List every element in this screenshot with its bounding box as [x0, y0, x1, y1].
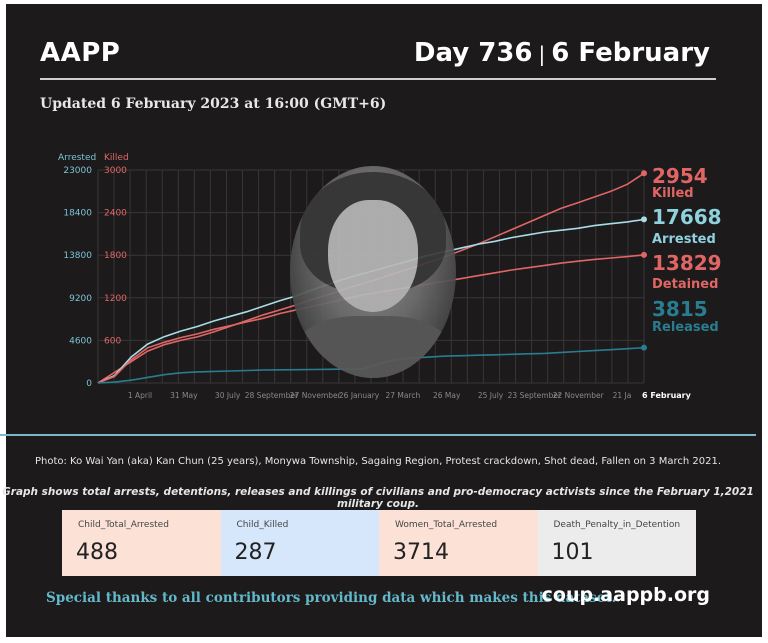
- stat-label: Women_Total_Arrested: [395, 520, 498, 530]
- stat-label: Death_Penalty_in_Detention: [553, 520, 681, 530]
- series-end-label: Released: [652, 320, 719, 335]
- x-tick-label: 28 September: [245, 391, 299, 400]
- left-axis-tick-label: 0: [86, 379, 92, 389]
- thanks-note: Special thanks to all contributors provi…: [46, 590, 617, 606]
- brand-title: AAPP: [40, 38, 121, 68]
- x-tick-label: 26 January: [339, 391, 380, 400]
- left-axis-tick-label: 9200: [69, 294, 92, 304]
- right-axis-tick-label: 1200: [104, 294, 127, 304]
- stat-card-women-arrested: Women_Total_Arrested 3714: [379, 510, 538, 576]
- stat-label: Child_Killed: [236, 520, 289, 530]
- series-endpoint-detained: [641, 251, 647, 258]
- series-end-value: 17668: [652, 205, 722, 229]
- left-axis-label: Arrested: [58, 153, 96, 163]
- x-tick-label: 23 September: [508, 391, 562, 400]
- series-end-label: Detained: [652, 277, 718, 292]
- stat-value: 101: [551, 540, 594, 565]
- graph-note: Graph shows total arrests, detentions, r…: [2, 486, 754, 510]
- date-label: 6 February: [551, 38, 710, 68]
- stat-label: Child_Total_Arrested: [78, 520, 169, 530]
- left-axis-tick-label: 13800: [63, 251, 92, 261]
- memorial-photo: [290, 166, 456, 378]
- left-axis-tick-label: 23000: [63, 166, 92, 176]
- series-endpoint-arrested: [641, 216, 647, 223]
- x-tick-label: 1 April: [128, 391, 152, 400]
- stat-value: 3714: [393, 540, 449, 565]
- section-divider: [0, 434, 756, 436]
- updated-timestamp: Updated 6 February 2023 at 16:00 (GMT+6): [40, 96, 387, 112]
- day-date-heading: Day 736 | 6 February: [414, 38, 710, 68]
- left-axis-tick-label: 4600: [69, 336, 92, 346]
- series-end-label: Killed: [652, 186, 694, 201]
- stat-card-child-arrested: Child_Total_Arrested 488: [62, 510, 221, 576]
- header-rule: [40, 78, 716, 80]
- right-axis-tick-label: 600: [104, 336, 121, 346]
- stat-card-death-penalty: Death_Penalty_in_Detention 101: [537, 510, 696, 576]
- x-tick-label: 21 Ja: [613, 391, 632, 400]
- series-end-value: 2954: [652, 164, 708, 188]
- stat-value: 488: [76, 540, 118, 565]
- x-tick-label: 26 May: [433, 391, 461, 400]
- separator: |: [538, 42, 546, 66]
- x-tick-label: 25 July: [478, 391, 504, 400]
- photo-caption: Photo: Ko Wai Yan (aka) Kan Chun (25 yea…: [34, 456, 722, 467]
- series-endpoint-killed: [641, 170, 647, 177]
- day-counter: Day 736: [413, 38, 533, 68]
- right-axis-tick-label: 2400: [104, 209, 127, 219]
- series-end-label: Arrested: [652, 232, 716, 247]
- x-tick-label: 27 November: [290, 391, 342, 400]
- right-axis-label: Killed: [104, 153, 129, 163]
- x-tick-label: 27 March: [386, 391, 421, 400]
- photo-face: [328, 200, 418, 312]
- right-axis-tick-label: 3000: [104, 166, 127, 176]
- stat-card-child-killed: Child_Killed 287: [220, 510, 379, 576]
- x-tick-label: 31 May: [170, 391, 198, 400]
- stat-value: 287: [234, 540, 277, 565]
- right-axis-tick-label: 1800: [104, 251, 127, 261]
- series-end-value: 3815: [652, 297, 708, 321]
- x-tick-label: 30 July: [215, 391, 241, 400]
- photo-shirt: [296, 316, 450, 378]
- site-url[interactable]: coup.aappb.org: [541, 584, 710, 606]
- x-tick-label: 22 November: [553, 391, 605, 400]
- stats-row: Child_Total_Arrested 488 Child_Killed 28…: [62, 510, 696, 576]
- x-tick-label: 6 February: [642, 391, 692, 400]
- left-axis-tick-label: 18400: [63, 209, 92, 219]
- series-endpoint-released: [641, 344, 647, 351]
- series-end-value: 13829: [652, 251, 722, 275]
